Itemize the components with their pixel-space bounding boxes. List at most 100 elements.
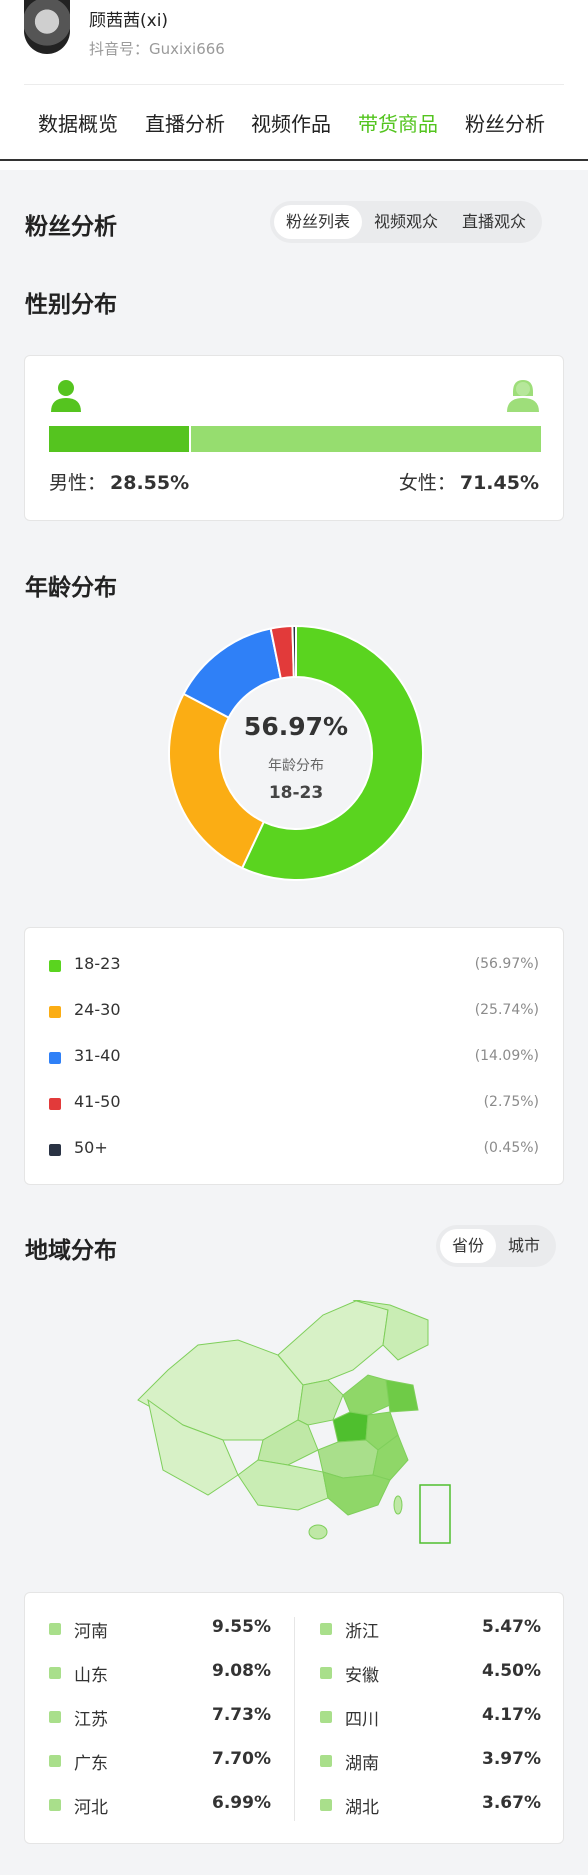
donut-slice-24-30[interactable]: [168, 692, 266, 870]
map-region-hebei: [342, 1374, 391, 1416]
map-south-sea-inset: [419, 1484, 451, 1544]
legend-label: 18-23: [74, 954, 121, 973]
gender-card: 男性： 28.55% 女性： 71.45%: [24, 355, 564, 521]
age-title: 年龄分布: [25, 575, 117, 601]
male-bar: [49, 426, 189, 452]
map-region-taiwan: [393, 1495, 403, 1515]
region-value: 3.97%: [482, 1749, 541, 1769]
tab-underline: [0, 159, 588, 161]
region-name: 四川: [345, 1710, 379, 1730]
region-row: 江苏 7.73%: [49, 1705, 271, 1730]
tab-live-analysis[interactable]: 直播分析: [145, 112, 225, 136]
legend-item[interactable]: 31-40 (14.09%): [49, 1046, 539, 1070]
region-swatch: [49, 1799, 61, 1811]
divider: [24, 84, 564, 85]
region-swatch: [320, 1667, 332, 1679]
region-swatch: [49, 1623, 61, 1635]
tab-bar: 数据概览 直播分析 视频作品 带货商品 粉丝分析: [0, 108, 588, 148]
region-name: 河北: [74, 1798, 108, 1818]
male-stat: 男性： 28.55%: [49, 472, 190, 494]
region-name: 浙江: [345, 1622, 379, 1642]
tab-fans[interactable]: 粉丝分析: [465, 112, 545, 136]
map-region-southwest: [237, 1459, 329, 1511]
segment-video-viewers[interactable]: 视频观众: [374, 212, 439, 231]
donut-slice-18-23[interactable]: [240, 624, 424, 881]
region-swatch: [320, 1799, 332, 1811]
female-bar: [191, 426, 541, 452]
tab-overview[interactable]: 数据概览: [38, 112, 118, 136]
legend-value: (25.74%): [474, 1002, 539, 1018]
legend-item[interactable]: 41-50 (2.75%): [49, 1092, 539, 1116]
donut-center-value: 56.97%: [243, 712, 349, 741]
legend-label: 41-50: [74, 1092, 121, 1111]
donut-slice-50+[interactable]: [291, 624, 297, 679]
legend-item[interactable]: 18-23 (56.97%): [49, 954, 539, 978]
female-stat: 女性： 71.45%: [398, 472, 539, 494]
legend-swatch: [49, 1098, 61, 1110]
region-value: 3.67%: [482, 1793, 541, 1813]
age-legend-card: 18-23 (56.97%) 24-30 (25.74%) 31-40 (14.09%) 4…: [24, 927, 564, 1185]
region-value: 9.08%: [212, 1661, 271, 1681]
region-row: 湖北 3.67%: [320, 1793, 541, 1818]
region-name: 河南: [74, 1622, 108, 1642]
legend-swatch: [49, 1006, 61, 1018]
region-name: 广东: [74, 1754, 108, 1774]
legend-item[interactable]: 24-30 (25.74%): [49, 1000, 539, 1024]
region-name: 湖南: [345, 1754, 379, 1774]
region-table-card: 河南 9.55% 山东 9.08% 江苏 7.73% 广东 7.70% 河北 6.99% 浙江 5.4…: [24, 1592, 564, 1844]
segment-live-viewers[interactable]: 直播观众: [462, 212, 527, 231]
map-region-henan: [332, 1411, 369, 1443]
donut-center-label: 年龄分布: [268, 758, 324, 774]
region-value: 4.17%: [482, 1705, 541, 1725]
column-divider: [294, 1617, 295, 1821]
legend-label: 31-40: [74, 1046, 121, 1065]
region-title: 地域分布: [25, 1238, 117, 1264]
segment-city[interactable]: 城市: [508, 1236, 541, 1255]
region-swatch: [49, 1667, 61, 1679]
fans-segment-control: 粉丝列表 视频观众 直播观众: [270, 201, 543, 243]
region-value: 4.50%: [482, 1661, 541, 1681]
region-row: 广东 7.70%: [49, 1749, 271, 1774]
region-row: 山东 9.08%: [49, 1661, 271, 1686]
region-row: 河南 9.55%: [49, 1617, 271, 1642]
region-row: 浙江 5.47%: [320, 1617, 541, 1642]
tab-products[interactable]: 带货商品: [358, 112, 438, 136]
region-swatch: [49, 1711, 61, 1723]
legend-swatch: [49, 1144, 61, 1156]
region-row: 安徽 4.50%: [320, 1661, 541, 1686]
region-swatch: [320, 1623, 332, 1635]
age-donut-chart: [168, 624, 424, 881]
map-region-guangdong: [322, 1471, 391, 1516]
legend-value: (14.09%): [474, 1048, 539, 1064]
region-value: 9.55%: [212, 1617, 271, 1637]
map-region-hubei-hunan: [317, 1439, 379, 1479]
region-value: 7.70%: [212, 1749, 271, 1769]
region-value: 5.47%: [482, 1617, 541, 1637]
header: 顾茜茜(xi) 抖音号：Guxixi666 数据概览 直播分析 视频作品 带货商…: [0, 0, 588, 170]
segment-fans-list[interactable]: 粉丝列表: [274, 205, 363, 239]
donut-center-category: 18-23: [268, 783, 324, 803]
gender-title: 性别分布: [25, 292, 117, 318]
profile-name: 顾茜茜(xi): [89, 11, 169, 31]
legend-swatch: [49, 1052, 61, 1064]
region-name: 湖北: [345, 1798, 379, 1818]
region-name: 安徽: [345, 1666, 379, 1686]
male-icon: [51, 380, 81, 412]
region-name: 山东: [74, 1666, 108, 1686]
map-region-northeast: [352, 1300, 429, 1361]
region-row: 湖南 3.97%: [320, 1749, 541, 1774]
region-swatch: [320, 1711, 332, 1723]
map-region-hainan: [308, 1524, 328, 1540]
segment-province[interactable]: 省份: [440, 1229, 497, 1263]
fans-title: 粉丝分析: [25, 214, 117, 240]
avatar[interactable]: [24, 0, 70, 54]
region-row: 四川 4.17%: [320, 1705, 541, 1730]
tab-videos[interactable]: 视频作品: [251, 112, 331, 136]
region-value: 7.73%: [212, 1705, 271, 1725]
region-name: 江苏: [74, 1710, 108, 1730]
legend-item[interactable]: 50+ (0.45%): [49, 1138, 539, 1162]
legend-value: (0.45%): [483, 1140, 539, 1156]
map-region-shandong: [385, 1379, 419, 1413]
legend-swatch: [49, 960, 61, 972]
region-swatch: [49, 1755, 61, 1767]
